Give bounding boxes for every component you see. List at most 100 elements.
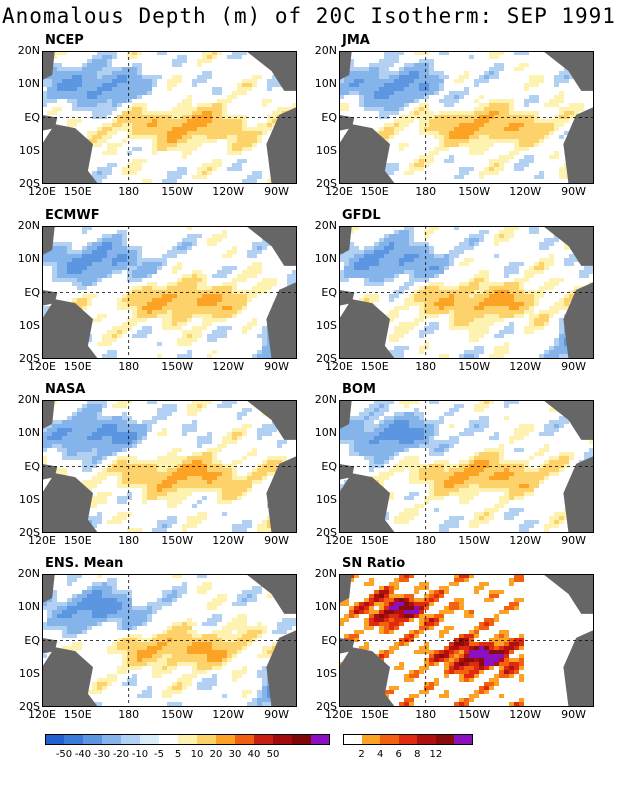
heatmap-cell [167,464,172,468]
heatmap-cell [439,452,444,456]
heatmap-cell [514,270,519,274]
heatmap-cell [344,274,349,278]
heatmap-cell [107,242,112,246]
heatmap-cell [549,254,554,258]
heatmap-cell [524,468,529,472]
heatmap-cell [192,282,197,286]
heatmap-cell [434,75,439,79]
heatmap-cell [127,79,132,83]
heatmap-cell [544,246,549,250]
heatmap-cell [217,496,222,500]
heatmap-cell [127,460,132,464]
heatmap-cell [167,254,172,258]
heatmap-cell [499,334,504,338]
heatmap-cell [152,468,157,472]
land-mass [339,299,396,359]
heatmap-cell [67,83,72,87]
heatmap-cell [459,354,464,358]
heatmap-cell [182,278,187,282]
heatmap-cell [514,468,519,472]
heatmap-cell [509,266,514,270]
heatmap-cell [267,99,272,103]
heatmap-cell [399,346,404,350]
heatmap-cell [142,135,147,139]
heatmap-cell [262,432,267,436]
heatmap-cell [77,266,82,270]
heatmap-cell [349,67,354,71]
heatmap-cell [202,131,207,135]
heatmap-cell [494,432,499,436]
heatmap-cell [187,330,192,334]
heatmap-cell [434,424,439,428]
heatmap-cell [519,135,524,139]
heatmap-cell [182,111,187,115]
heatmap-cell [409,416,414,420]
heatmap-cell [202,468,207,472]
heatmap-cell [127,464,132,468]
land-mass [42,289,58,306]
heatmap-cell [242,476,247,480]
heatmap-cell [359,91,364,95]
heatmap-cell [112,67,117,71]
heatmap-cell [142,91,147,95]
heatmap-cell [207,115,212,119]
heatmap-cell [202,452,207,456]
heatmap-cell [102,95,107,99]
heatmap-cell [409,242,414,246]
heatmap-cell [409,444,414,448]
heatmap-cell [232,436,237,440]
heatmap-cell [77,456,82,460]
heatmap-cell [549,310,554,314]
heatmap-cell [534,139,539,143]
heatmap-cell [172,246,177,250]
heatmap-cell [494,350,499,354]
heatmap-cell [349,91,354,95]
heatmap-cell [519,167,524,171]
heatmap-cell [227,480,232,484]
heatmap-cell [102,448,107,452]
heatmap-cell [167,408,172,412]
heatmap-cell [479,238,484,242]
heatmap-cell [459,306,464,310]
heatmap-cell [212,119,217,123]
heatmap-cell [127,492,132,496]
heatmap-cell [434,298,439,302]
heatmap-cell [514,123,519,127]
heatmap-cell [52,111,57,115]
heatmap-cell [192,127,197,131]
heatmap-cell [394,416,399,420]
heatmap-cell [549,127,554,131]
heatmap-cell [379,75,384,79]
x-tick-label: 90W [264,534,290,547]
heatmap-cell [137,83,142,87]
heatmap-cell [87,91,92,95]
heatmap-cell [434,444,439,448]
heatmap-cell [384,432,389,436]
heatmap-cell [232,464,237,468]
heatmap-cell [399,354,404,358]
heatmap-cell [222,115,227,119]
heatmap-cell [539,314,544,318]
heatmap-cell [409,91,414,95]
heatmap-cell [172,468,177,472]
heatmap-cell [232,440,237,444]
heatmap-cell [197,516,202,520]
heatmap-cell [564,175,569,179]
heatmap-cell [92,262,97,266]
heatmap-cell [459,262,464,266]
heatmap-cell [52,71,57,75]
heatmap-cell [62,444,67,448]
heatmap-cell [474,476,479,480]
heatmap-cell [142,127,147,131]
heatmap-cell [277,440,282,444]
heatmap-cell [509,286,514,290]
heatmap-cell [152,135,157,139]
heatmap-cell [524,147,529,151]
heatmap-cell [449,306,454,310]
heatmap-cell [539,171,544,175]
heatmap-cell [92,416,97,420]
heatmap-cell [369,464,374,468]
heatmap-cell [374,464,379,468]
heatmap-cell [107,107,112,111]
heatmap-cell [137,310,142,314]
